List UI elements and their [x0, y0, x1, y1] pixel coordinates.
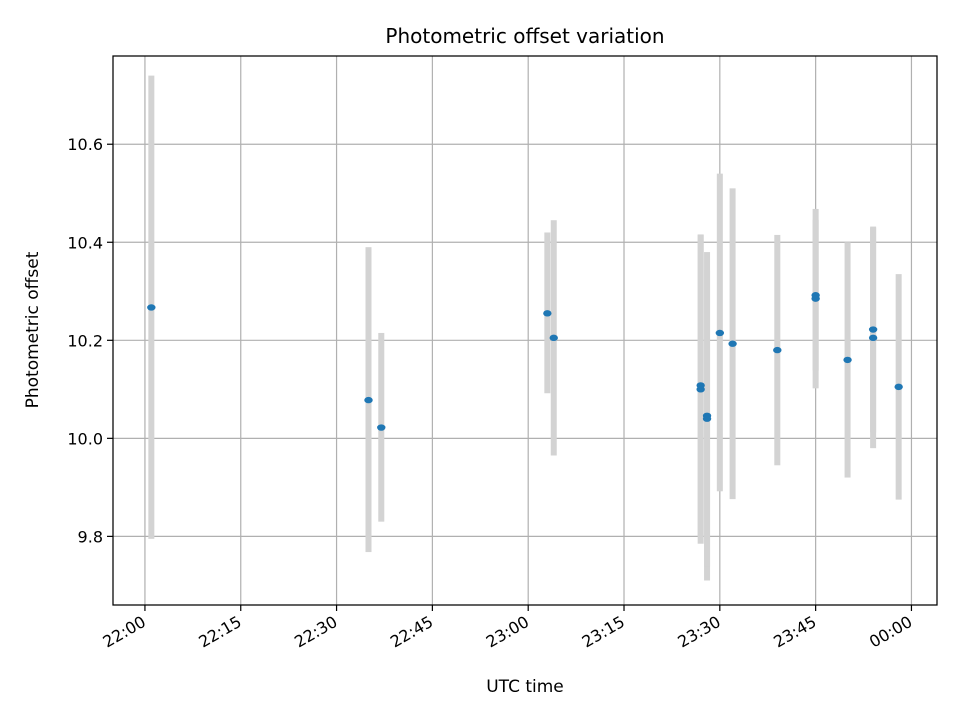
y-tick-label: 10.4 [67, 233, 103, 252]
y-axis-ticks: 9.8 10.0 10.2 10.4 10.6 [67, 135, 113, 546]
y-tick-label: 10.0 [67, 429, 103, 448]
x-tick-label: 22:00 [100, 612, 149, 652]
plot-frame [112, 55, 938, 606]
y-axis-label: Photometric offset [23, 251, 43, 408]
y-tick-label: 9.8 [78, 527, 103, 546]
data-point [715, 329, 725, 337]
data-point [868, 326, 878, 333]
y-tick-label: 10.2 [67, 331, 103, 350]
x-tick-label: 23:00 [483, 612, 532, 652]
data-point [868, 334, 878, 342]
y-tick-label: 10.6 [67, 135, 103, 154]
data-point [543, 310, 552, 317]
data-point [696, 382, 705, 389]
data-point [811, 295, 820, 302]
data-point [377, 424, 386, 431]
x-tick-label: 23:30 [674, 612, 723, 652]
data-point [894, 383, 903, 391]
x-axis-label: UTC time [486, 677, 564, 697]
point-layer [147, 292, 903, 431]
x-tick-label: 00:00 [866, 612, 915, 652]
chart-title: Photometric offset variation [385, 24, 664, 48]
data-point [549, 334, 558, 342]
data-point [728, 340, 737, 347]
data-point [773, 346, 782, 354]
data-point [147, 304, 156, 311]
data-point [843, 356, 852, 364]
x-tick-label: 23:45 [770, 612, 819, 652]
data-point [702, 415, 712, 422]
errorbar-layer [148, 75, 902, 581]
x-tick-label: 23:15 [579, 612, 628, 652]
x-tick-label: 22:45 [387, 612, 436, 652]
x-axis-ticks: 22:00 22:15 22:30 22:45 23:00 23:15 23:30 23:45… [100, 605, 915, 652]
grid [113, 56, 937, 605]
x-tick-label: 22:15 [195, 612, 244, 652]
x-tick-label: 22:30 [291, 612, 340, 652]
data-point [364, 396, 373, 404]
